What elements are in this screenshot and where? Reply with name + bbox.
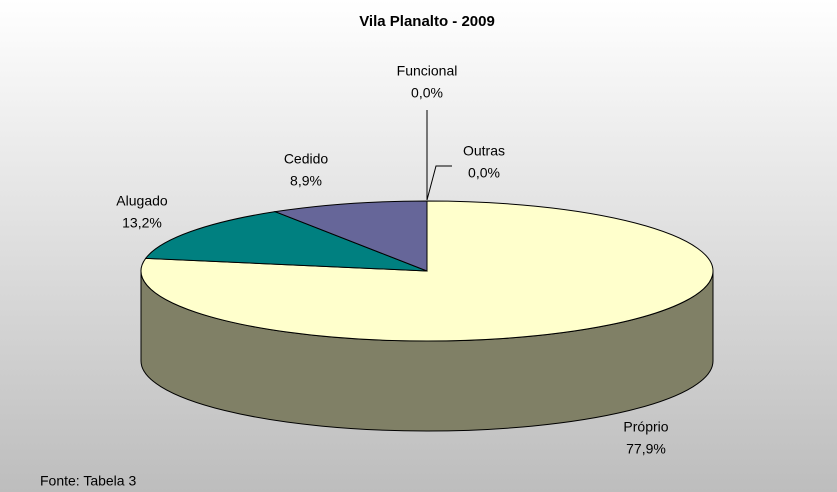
source-note: Fonte: Tabela 3 bbox=[40, 473, 136, 489]
slice-value-label: 0,0% bbox=[411, 85, 443, 101]
chart-title: Vila Planalto - 2009 bbox=[359, 13, 495, 30]
pie bbox=[140, 200, 714, 432]
pie-slice bbox=[273, 200, 428, 272]
pie-slice bbox=[144, 211, 428, 272]
slice-label: Próprio bbox=[623, 419, 668, 435]
slice-value-label: 0,0% bbox=[468, 165, 500, 181]
slice-label: Alugado bbox=[116, 193, 168, 209]
slice-value-label: 77,9% bbox=[626, 441, 666, 457]
slice-label: Outras bbox=[463, 143, 505, 159]
slice-value-label: 8,9% bbox=[290, 173, 322, 189]
leader-line bbox=[426, 165, 452, 201]
slice-value-label: 13,2% bbox=[122, 215, 162, 231]
slice-label: Cedido bbox=[284, 151, 329, 167]
slice-label: Funcional bbox=[397, 63, 458, 79]
